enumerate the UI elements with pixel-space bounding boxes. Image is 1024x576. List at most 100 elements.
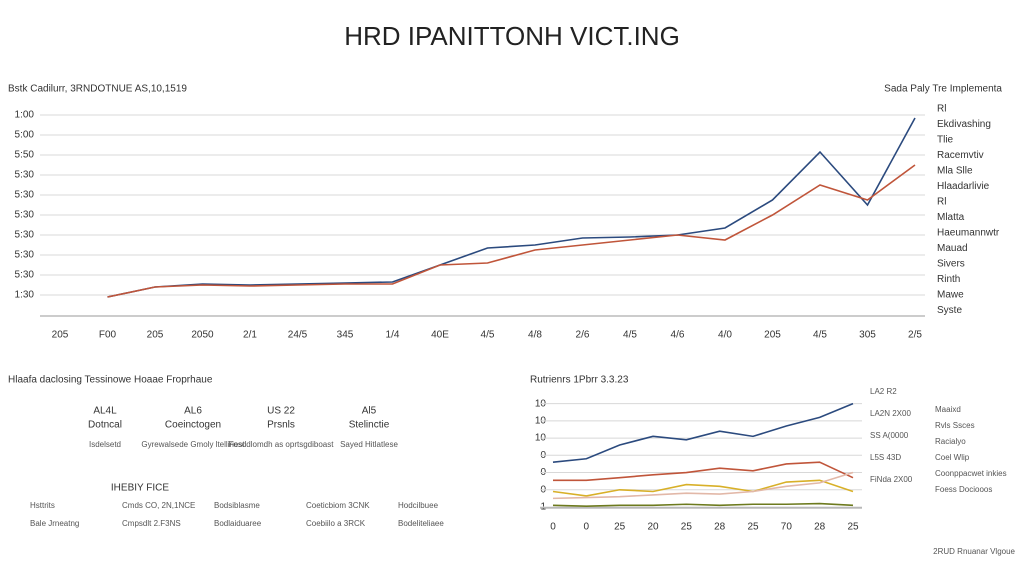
stat-head: Al5 [362,406,377,417]
x-tick-label: 4/0 [718,330,732,341]
table-cell: Cmpsdlt 2.F3NS [122,519,181,528]
side-note: Coonppacwet inkies [935,469,1007,478]
y-tick-label: 5:30 [15,250,35,261]
x-tick-label: 25 [614,522,626,533]
x-tick-label: 28 [714,522,726,533]
stat-note: Isdelsetd [89,440,121,449]
y-tick-label: 5:00 [15,130,35,141]
side-note: Maaixd [935,405,961,414]
series-line [552,502,854,507]
legend-note: Syste [937,305,962,316]
table-cell: Bale Jrneatng [30,519,79,528]
x-tick-label: 25 [681,522,693,533]
legend-note: L5S 43D [870,453,901,462]
legend-note: Rl [937,197,946,208]
side-note: Rvls Ssces [935,421,975,430]
x-tick-label: 20 [647,522,659,533]
panel-title: Hlaafa daclosing Tessinowe Hoaae Froprha… [8,375,213,386]
x-tick-label: 2/1 [243,330,257,341]
chart-title: Rutrienrs 1Pbrr 3.3.23 [530,375,629,386]
stat-note: Gyrewalsede Gmoly ltelliriest [141,440,245,449]
x-tick-label: 4/5 [623,330,637,341]
legend-note: Sivers [937,259,965,270]
x-tick-label: 2/6 [576,330,590,341]
series-line [553,461,854,482]
y-tick-label: 5:30 [15,230,35,241]
y-tick-label: 1:30 [15,290,35,301]
x-tick-label: 1/4 [386,330,400,341]
side-note: Coel Wlip [935,453,970,462]
stat-name: Prsnls [267,420,295,431]
series-line [552,471,854,500]
table-cell: Bodlaiduaree [214,519,262,528]
table-cell: Hsttrits [30,501,55,510]
legend-note: Mla Slle [937,166,973,177]
y-tick-label: 5:30 [15,170,35,181]
y-tick-label: 5:50 [15,150,35,161]
x-tick-label: 4/5 [813,330,827,341]
table-cell: Hodcilbuee [398,501,439,510]
x-tick-label: 24/5 [288,330,308,341]
legend-note: Tlie [937,135,954,146]
legend-note: FiNda 2X00 [870,475,913,484]
stat-head: US 22 [267,406,295,417]
stat-note: Sayed Hitlatlese [340,440,398,449]
x-tick-label: 0 [550,522,556,533]
stat-name: Dotncal [88,420,122,431]
table-cell: Coeticbiom 3CNK [306,501,370,510]
legend-note: Mawe [937,290,964,301]
x-tick-label: 28 [814,522,826,533]
x-tick-label: 0 [584,522,590,533]
y-tick-label: 5:30 [15,190,35,201]
x-tick-label: 70 [781,522,793,533]
x-tick-label: 2/5 [908,330,922,341]
y-tick-label: 5:30 [15,210,35,221]
x-tick-label: F00 [99,330,117,341]
stat-head: AL6 [184,406,202,417]
legend-note: Rl [937,104,946,115]
side-note: Foess Dociooos [935,485,992,494]
legend-note: Rinth [937,274,960,285]
table-title: IHEBIY FICE [111,483,169,494]
stat-head: AL4L [93,406,117,417]
series-line [552,402,854,463]
legend-note: Mauad [937,243,968,254]
x-tick-label: 4/6 [671,330,685,341]
series-line [552,479,854,497]
table-cell: Bodeliteliaee [398,519,444,528]
table-cell: Bodsiblasme [214,501,260,510]
chart-title: HRD IPANITTONH VICT.ING [344,21,680,51]
legend-note: Ekdivashing [937,119,991,130]
x-tick-label: 205 [764,330,781,341]
x-tick-label: 4/8 [528,330,542,341]
x-tick-label: 205 [147,330,164,341]
x-tick-label: 25 [747,522,759,533]
table-cell: Cmds CO, 2N,1NCE [122,501,195,510]
x-tick-label: 40E [431,330,449,341]
stat-name: Coeinctogen [165,420,221,431]
legend-note: Mlatta [937,212,965,223]
series-line [107,164,916,298]
legend-note: Racemvtiv [937,150,984,161]
stat-name: Stelinctie [349,420,390,431]
x-tick-label: 345 [337,330,354,341]
side-note: Racialyo [935,437,966,446]
x-tick-label: 205 [52,330,69,341]
x-tick-label: 2050 [191,330,214,341]
legend-note: SS A(0000 [870,431,909,440]
x-tick-label: 305 [859,330,876,341]
y-tick-label: 1:00 [15,110,35,121]
footer: 2RUD Rnuanar Vlgoue [933,547,1015,556]
y-tick-label: 5:30 [15,270,35,281]
table-cell: Coebiilo a 3RCK [306,519,366,528]
legend-note: Hlaadarlivie [937,181,990,192]
x-tick-label: 25 [847,522,859,533]
series-line [107,117,916,298]
legend-note: LA2 R2 [870,387,897,396]
legend-note: Haeumannwtr [937,228,1000,239]
x-tick-label: 4/5 [481,330,495,341]
legend-title: Sada Paly Tre Implementa [884,84,1002,95]
stat-note: Fosddlomdh as oprtsgdiboast [229,440,335,449]
legend-note: LA2N 2X00 [870,409,911,418]
chart-subtitle: Bstk Cadilurr, 3RNDOTNUE AS,10,1519 [8,84,187,95]
